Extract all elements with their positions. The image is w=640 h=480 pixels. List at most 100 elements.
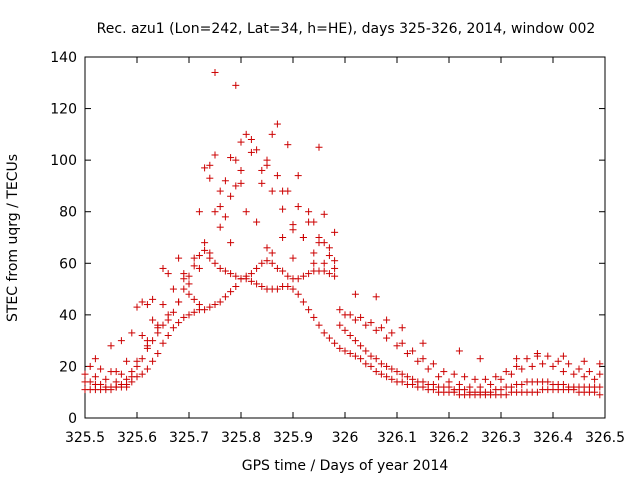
data-point [175, 298, 183, 306]
data-point [227, 270, 235, 278]
data-point [133, 357, 141, 365]
data-point [310, 249, 318, 257]
data-point [341, 326, 349, 334]
data-point [138, 370, 146, 378]
data-point [403, 373, 411, 381]
data-point [216, 203, 224, 211]
data-point [247, 136, 255, 144]
data-point [211, 259, 219, 267]
data-point [154, 321, 162, 329]
data-point [268, 130, 276, 138]
data-point [190, 295, 198, 303]
data-point [336, 344, 344, 352]
data-point [357, 342, 365, 350]
data-point [154, 350, 162, 358]
data-point [232, 272, 240, 280]
data-point [580, 373, 588, 381]
data-point [258, 259, 266, 267]
data-point [237, 179, 245, 187]
data-point [159, 339, 167, 347]
data-point [253, 280, 261, 288]
data-point [247, 277, 255, 285]
data-point [596, 391, 604, 399]
data-point [221, 267, 229, 275]
x-axis-label: GPS time / Days of year 2014 [242, 458, 449, 474]
data-point [221, 213, 229, 221]
data-point [320, 210, 328, 218]
data-point [325, 334, 333, 342]
data-point [112, 378, 120, 386]
data-point [539, 360, 547, 368]
data-point [185, 290, 193, 298]
data-point [310, 313, 318, 321]
data-point [169, 285, 177, 293]
data-point [445, 378, 453, 386]
data-point [492, 373, 500, 381]
data-point [237, 166, 245, 174]
data-point [357, 313, 365, 321]
data-point [409, 375, 417, 383]
data-point [331, 272, 339, 280]
data-point [367, 352, 375, 360]
data-point [86, 362, 94, 370]
data-point [559, 380, 567, 388]
data-point [206, 174, 214, 182]
data-point [315, 321, 323, 329]
data-point [429, 360, 437, 368]
data-point [461, 373, 469, 381]
plot-border [84, 56, 606, 419]
data-point [559, 368, 567, 376]
data-point [242, 275, 250, 283]
data-point [414, 357, 422, 365]
x-tick-label: 325.8 [221, 430, 261, 446]
data-point [315, 143, 323, 151]
data-point [247, 270, 255, 278]
data-point [554, 357, 562, 365]
data-point [419, 355, 427, 363]
data-point [409, 347, 417, 355]
data-point [305, 306, 313, 314]
data-point [336, 321, 344, 329]
data-point [216, 223, 224, 231]
data-point [263, 161, 271, 169]
data-point [419, 339, 427, 347]
data-point [232, 282, 240, 290]
data-point [180, 313, 188, 321]
data-point [331, 228, 339, 236]
data-point [305, 270, 313, 278]
data-point [97, 380, 105, 388]
data-point [362, 347, 370, 355]
data-point [190, 262, 198, 270]
data-point [268, 249, 276, 257]
data-point [263, 244, 271, 252]
data-point [565, 360, 573, 368]
data-point [513, 362, 521, 370]
y-tick-label: 100 [50, 153, 77, 169]
data-point [351, 352, 359, 360]
data-point [528, 362, 536, 370]
data-point [143, 337, 151, 345]
data-point [123, 383, 131, 391]
data-point [518, 365, 526, 373]
data-point [149, 295, 157, 303]
data-point [585, 368, 593, 376]
data-point [320, 267, 328, 275]
data-point [476, 355, 484, 363]
data-point [159, 301, 167, 309]
data-point [284, 282, 292, 290]
data-point [377, 370, 385, 378]
data-point [507, 383, 515, 391]
data-point [284, 141, 292, 149]
data-point [175, 254, 183, 262]
data-point [206, 161, 214, 169]
data-point [429, 380, 437, 388]
data-point [138, 355, 146, 363]
data-point [320, 329, 328, 337]
data-point [341, 347, 349, 355]
data-point [273, 264, 281, 272]
data-point [195, 208, 203, 216]
data-point [336, 306, 344, 314]
data-points [81, 68, 604, 399]
data-point [206, 303, 214, 311]
y-tick-label: 0 [68, 411, 77, 427]
